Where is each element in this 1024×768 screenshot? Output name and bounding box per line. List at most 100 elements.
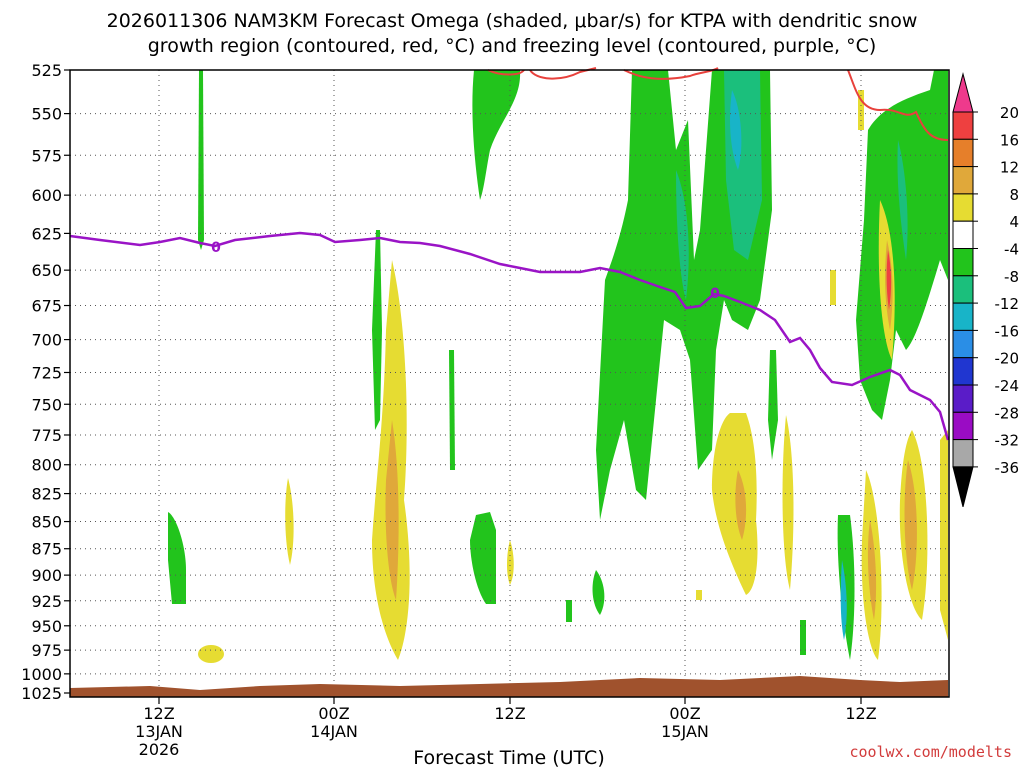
omega-region bbox=[592, 570, 605, 615]
y-tick-label: 550 bbox=[31, 105, 62, 124]
y-tick-label: 600 bbox=[31, 186, 62, 205]
omega-region bbox=[676, 170, 689, 300]
y-tick-label: 900 bbox=[31, 566, 62, 585]
x-tick-label: 00Z bbox=[318, 704, 349, 723]
plot-area: 0 0 bbox=[69, 67, 950, 698]
plot-background bbox=[70, 70, 949, 697]
colorbar-label: -32 bbox=[995, 432, 1020, 450]
credit-text: coolwx.com/modelts bbox=[849, 743, 1012, 761]
y-tick-label: 700 bbox=[31, 331, 62, 350]
colorbar-label: 8 bbox=[1009, 186, 1019, 204]
y-tick-label: 525 bbox=[31, 61, 62, 80]
y-tick-label: 725 bbox=[31, 363, 62, 382]
colorbar-label: -12 bbox=[995, 295, 1020, 313]
colorbar-bin bbox=[952, 275, 974, 304]
colorbar-label: -36 bbox=[995, 459, 1020, 477]
colorbar-label: -16 bbox=[995, 322, 1020, 340]
omega-region bbox=[837, 515, 855, 660]
colorbar-bin bbox=[952, 302, 974, 331]
y-tick-label: 850 bbox=[31, 513, 62, 532]
y-tick-label: 875 bbox=[31, 540, 62, 559]
colorbar-label: 4 bbox=[1009, 213, 1019, 231]
y-tick-label: 1000 bbox=[21, 665, 62, 684]
x-tick-label: 12Z bbox=[143, 704, 174, 723]
colorbar-bin bbox=[952, 248, 974, 277]
omega-region bbox=[696, 590, 702, 600]
colorbar-bin bbox=[952, 193, 974, 222]
x-tick-label: 15JAN bbox=[661, 722, 709, 741]
omega-region bbox=[867, 520, 877, 620]
omega-region bbox=[856, 70, 948, 420]
omega-region bbox=[782, 415, 794, 590]
colorbar-label: 20 bbox=[1000, 104, 1019, 122]
omega-region bbox=[566, 600, 572, 622]
colorbar-label: -4 bbox=[1004, 241, 1019, 259]
colorbar-bin bbox=[952, 166, 974, 195]
colorbar-label: 12 bbox=[1000, 159, 1019, 177]
omega-region bbox=[904, 460, 917, 590]
colorbar-bin bbox=[952, 357, 974, 386]
omega-region bbox=[735, 470, 747, 540]
colorbar-bin bbox=[952, 439, 974, 468]
x-tick-label: 00Z bbox=[669, 704, 700, 723]
omega-region bbox=[940, 430, 948, 640]
y-tick-label: 750 bbox=[31, 395, 62, 414]
x-tick-label: 12Z bbox=[494, 704, 525, 723]
freezing-level-label: 0 bbox=[710, 286, 720, 302]
colorbar-bin bbox=[952, 384, 974, 413]
omega-region bbox=[285, 478, 294, 565]
y-tick-label: 825 bbox=[31, 485, 62, 504]
y-tick-label: 800 bbox=[31, 456, 62, 475]
omega-region bbox=[168, 512, 186, 604]
omega-region bbox=[472, 70, 521, 200]
omega-region bbox=[470, 512, 496, 604]
y-tick-label: 950 bbox=[31, 617, 62, 636]
omega-region bbox=[712, 413, 758, 595]
y-tick-label: 650 bbox=[31, 261, 62, 280]
omega-region bbox=[768, 350, 778, 460]
freezing-level-contour bbox=[69, 231, 950, 441]
x-tick-label: 12Z bbox=[845, 704, 876, 723]
chart-title-line2: growth region (contoured, red, °C) and f… bbox=[148, 35, 877, 57]
omega-region bbox=[198, 645, 224, 663]
omega-region bbox=[507, 540, 514, 585]
y-tick-label: 925 bbox=[31, 592, 62, 611]
x-tick-label: 14JAN bbox=[310, 722, 358, 741]
ground-surface bbox=[70, 676, 948, 697]
omega-region bbox=[897, 140, 908, 260]
dgz-contour bbox=[487, 67, 949, 141]
freezing-level-label: 0 bbox=[211, 240, 221, 256]
colorbar-label: -28 bbox=[995, 404, 1020, 422]
omega-region bbox=[840, 560, 847, 640]
colorbar-bin bbox=[952, 220, 974, 249]
y-tick-label: 1025 bbox=[21, 684, 62, 703]
colorbar-bin bbox=[952, 411, 974, 441]
omega-region bbox=[886, 250, 892, 310]
omega-region bbox=[830, 270, 836, 305]
omega-region bbox=[198, 70, 204, 250]
omega-shading bbox=[168, 70, 948, 663]
x-axis-label: Forecast Time (UTC) bbox=[413, 747, 604, 768]
omega-region bbox=[449, 350, 455, 470]
omega-region bbox=[372, 230, 382, 430]
y-tick-label: 625 bbox=[31, 224, 62, 243]
y-axis-ticks: 525 550 575 600 625 650 675 700 725 750 775 800 825 8… bbox=[21, 61, 70, 703]
omega-region bbox=[800, 620, 806, 655]
y-tick-label: 975 bbox=[31, 641, 62, 660]
colorbar-arrow-top bbox=[952, 72, 974, 113]
colorbar-bin bbox=[952, 138, 974, 168]
x-tick-label: 13JAN bbox=[135, 722, 183, 741]
chart-title-line1: 2026011306 NAM3KM Forecast Omega (shaded… bbox=[107, 10, 918, 32]
colorbar-bin bbox=[952, 111, 974, 140]
colorbar: 20 16 12 8 4 -4 -8 -12 -16 -20 -24 -28 -32 -36 bbox=[952, 72, 1020, 508]
y-tick-label: 675 bbox=[31, 297, 62, 316]
colorbar-label: 16 bbox=[1000, 131, 1019, 149]
colorbar-arrow-bottom bbox=[952, 466, 974, 508]
y-tick-label: 575 bbox=[31, 146, 62, 165]
colorbar-bin bbox=[952, 329, 974, 359]
y-tick-label: 775 bbox=[31, 426, 62, 445]
colorbar-label: -20 bbox=[995, 350, 1020, 368]
x-tick-label: 2026 bbox=[139, 740, 180, 759]
